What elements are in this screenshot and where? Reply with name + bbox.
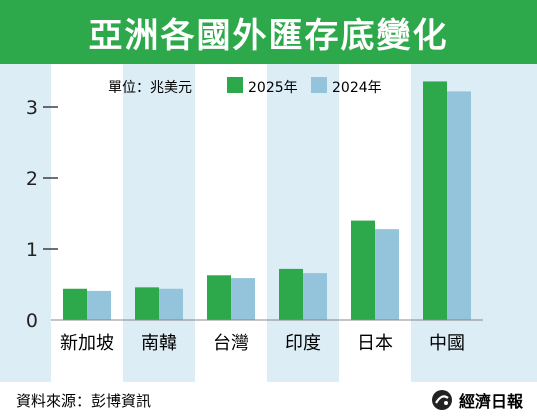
title-bar: 亞洲各國外匯存底變化	[0, 0, 537, 64]
y-tick-label: 1	[26, 239, 38, 261]
legend-label: 2024年	[332, 80, 382, 96]
legend-label: 2025年	[248, 80, 298, 96]
x-tick-label: 新加坡	[60, 333, 114, 354]
footer: 資料來源：彭博資訊 經濟日報	[0, 382, 537, 418]
bar	[351, 220, 375, 320]
chart-title: 亞洲各國外匯存底變化	[88, 15, 449, 56]
bar	[87, 290, 111, 320]
publisher: 經濟日報	[431, 388, 523, 412]
category-band	[195, 64, 267, 382]
category-band	[51, 64, 123, 382]
bar	[423, 81, 447, 320]
bar	[447, 91, 471, 320]
x-tick-label: 中國	[429, 333, 465, 354]
bar	[375, 229, 399, 320]
bar	[63, 288, 87, 320]
x-tick-label: 南韓	[141, 333, 177, 354]
bar	[231, 278, 255, 320]
y-tick-label: 3	[26, 97, 38, 119]
x-tick-label: 日本	[357, 333, 393, 354]
source-credit: 資料來源：彭博資訊	[16, 392, 152, 410]
bar	[159, 288, 183, 320]
publisher-name: 經濟日報	[458, 392, 523, 411]
bar	[303, 273, 327, 320]
bar	[279, 268, 303, 320]
y-tick-label: 0	[26, 310, 38, 332]
legend-unit-label: 單位：兆美元	[108, 80, 192, 96]
legend-swatch	[227, 77, 243, 93]
bar	[135, 287, 159, 320]
x-tick-label: 印度	[285, 333, 321, 354]
publisher-logo-icon	[431, 390, 452, 410]
y-tick-label: 2	[26, 168, 38, 190]
legend-swatch	[311, 77, 327, 93]
bar	[207, 275, 231, 320]
x-tick-label: 台灣	[213, 333, 249, 354]
